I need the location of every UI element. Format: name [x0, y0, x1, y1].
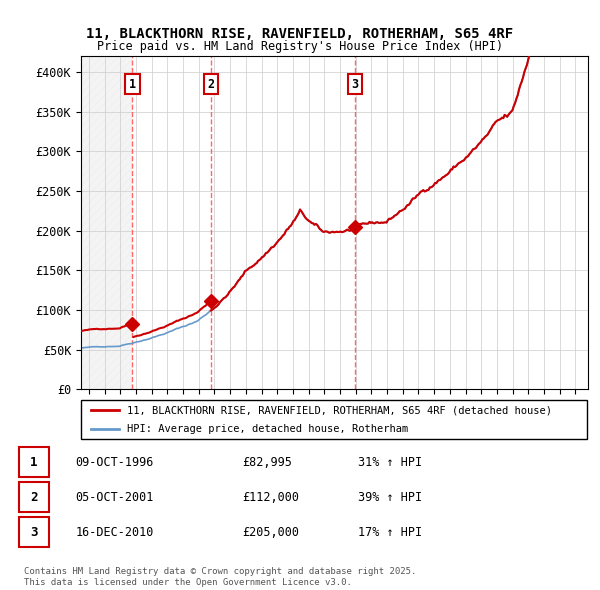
Text: 3: 3	[30, 526, 38, 539]
Text: 2: 2	[30, 490, 38, 504]
Text: 11, BLACKTHORN RISE, RAVENFIELD, ROTHERHAM, S65 4RF (detached house): 11, BLACKTHORN RISE, RAVENFIELD, ROTHERH…	[127, 405, 551, 415]
Text: 31% ↑ HPI: 31% ↑ HPI	[358, 455, 422, 468]
Text: 09-OCT-1996: 09-OCT-1996	[76, 455, 154, 468]
Text: Price paid vs. HM Land Registry's House Price Index (HPI): Price paid vs. HM Land Registry's House …	[97, 40, 503, 53]
Text: 16-DEC-2010: 16-DEC-2010	[76, 526, 154, 539]
FancyBboxPatch shape	[19, 482, 49, 512]
Text: £82,995: £82,995	[242, 455, 292, 468]
FancyBboxPatch shape	[19, 517, 49, 548]
Text: 3: 3	[352, 78, 359, 91]
Text: £112,000: £112,000	[242, 490, 299, 504]
FancyBboxPatch shape	[19, 447, 49, 477]
Text: 17% ↑ HPI: 17% ↑ HPI	[358, 526, 422, 539]
Text: 1: 1	[129, 78, 136, 91]
Text: Contains HM Land Registry data © Crown copyright and database right 2025.
This d: Contains HM Land Registry data © Crown c…	[24, 568, 416, 586]
Text: 11, BLACKTHORN RISE, RAVENFIELD, ROTHERHAM, S65 4RF: 11, BLACKTHORN RISE, RAVENFIELD, ROTHERH…	[86, 27, 514, 41]
Text: 1: 1	[30, 455, 38, 468]
Text: HPI: Average price, detached house, Rotherham: HPI: Average price, detached house, Roth…	[127, 424, 408, 434]
Text: 39% ↑ HPI: 39% ↑ HPI	[358, 490, 422, 504]
Text: 2: 2	[207, 78, 214, 91]
Text: 05-OCT-2001: 05-OCT-2001	[76, 490, 154, 504]
FancyBboxPatch shape	[81, 400, 587, 439]
Text: £205,000: £205,000	[242, 526, 299, 539]
